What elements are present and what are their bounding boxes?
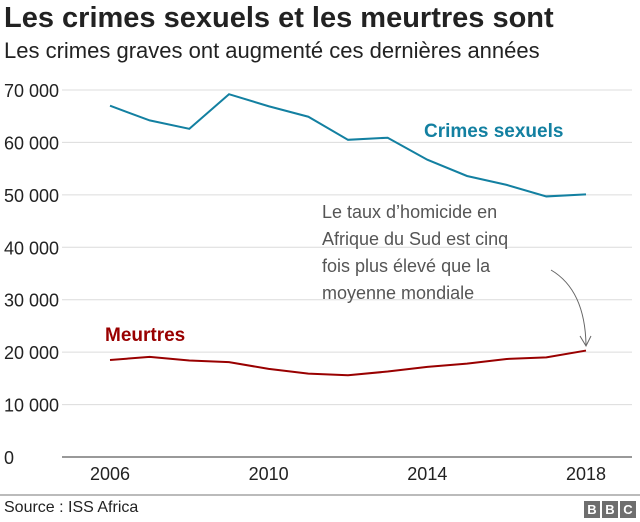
series-label: Meurtres — [105, 325, 185, 346]
x-tick-label: 2014 — [407, 464, 447, 484]
series-label: Crimes sexuels — [424, 121, 563, 142]
source-note: Source : ISS Africa — [4, 499, 139, 516]
x-tick-label: 2018 — [566, 464, 606, 484]
chart-subtitle: Les crimes graves ont augmenté ces derni… — [4, 38, 540, 63]
y-tick-label: 0 — [4, 448, 14, 468]
y-tick-label: 40 000 — [4, 238, 59, 258]
x-tick-label: 2010 — [249, 464, 289, 484]
y-tick-label: 20 000 — [4, 343, 59, 363]
series-line-meurtres — [109, 349, 587, 377]
chart-title: Les crimes sexuels et les meurtres sont — [4, 2, 554, 34]
annotation-text: moyenne mondiale — [322, 283, 474, 303]
y-tick-label: 60 000 — [4, 133, 59, 153]
annotation-text: fois plus élevé que la — [322, 256, 491, 276]
y-tick-label: 70 000 — [4, 81, 59, 101]
y-tick-label: 50 000 — [4, 186, 59, 206]
x-tick-label: 2006 — [90, 464, 130, 484]
series-line-crimes-sexuels — [109, 93, 587, 198]
y-tick-label: 30 000 — [4, 291, 59, 311]
annotation-text: Afrique du Sud est cinq — [322, 229, 508, 249]
y-tick-label: 10 000 — [4, 396, 59, 416]
annotation-text: Le taux d’homicide en — [322, 202, 497, 222]
arrow-head-icon — [579, 335, 592, 348]
annotation-arrow — [550, 269, 587, 346]
